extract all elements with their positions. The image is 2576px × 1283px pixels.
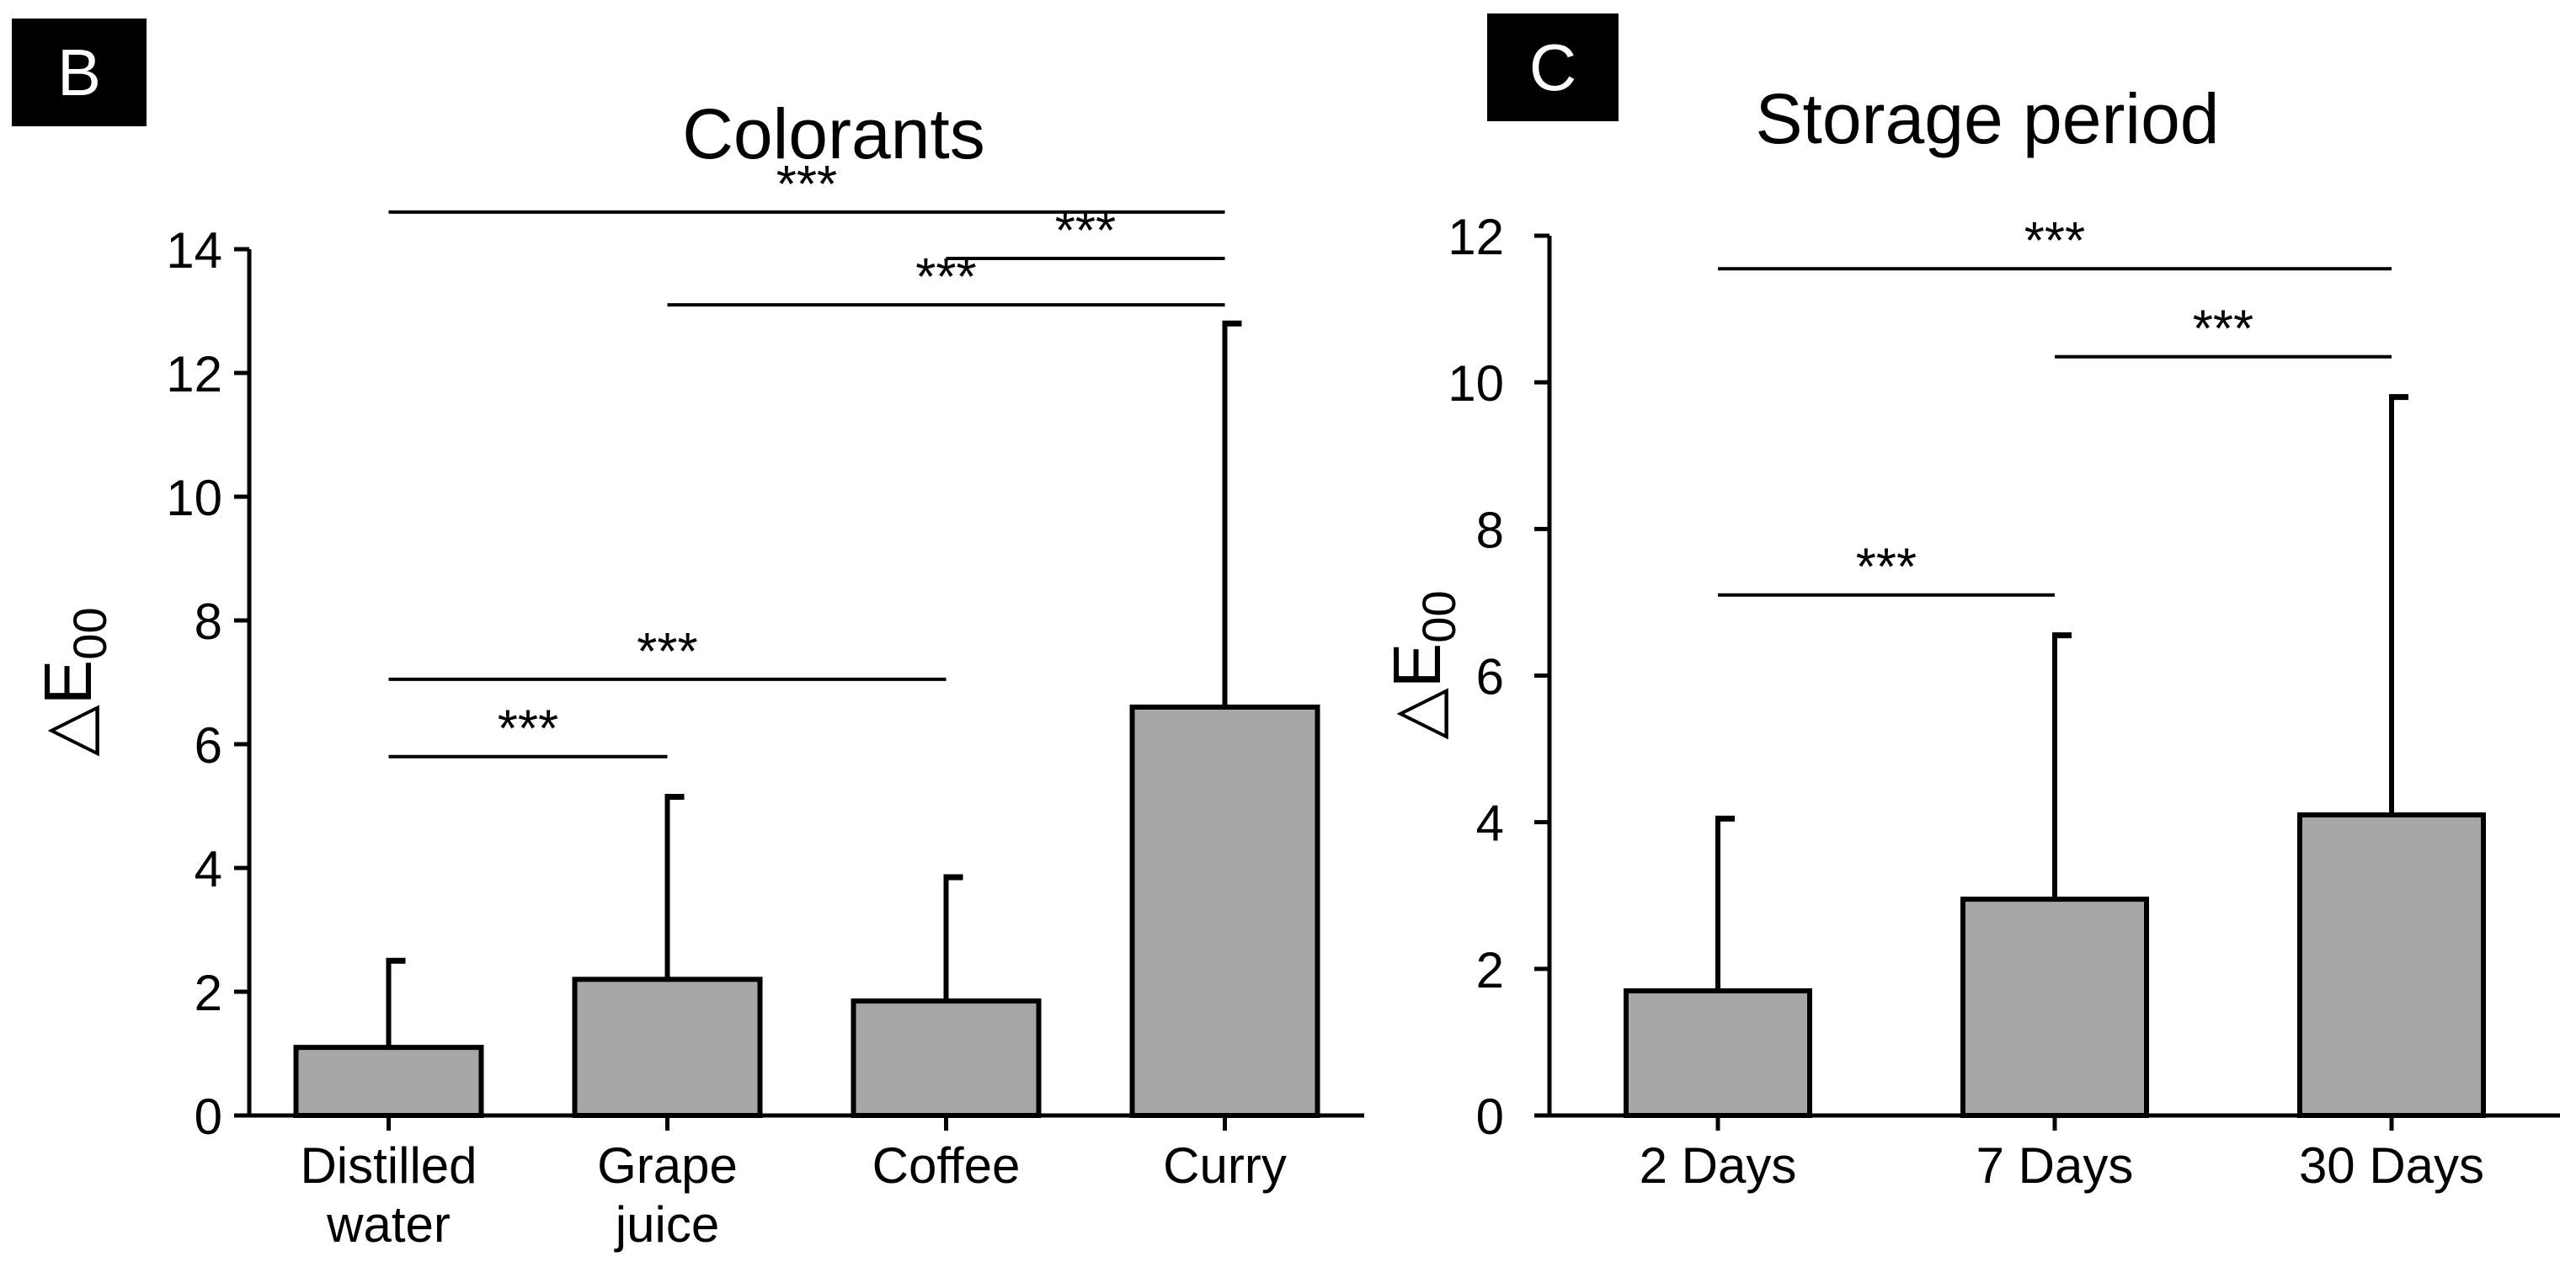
y-tick-label: 12	[166, 346, 222, 402]
category-label: 30 Days	[2299, 1137, 2484, 1194]
y-tick-label: 0	[195, 1089, 222, 1145]
category-label: juice	[614, 1196, 719, 1253]
category-label: Curry	[1163, 1137, 1287, 1194]
y-tick-label: 10	[1448, 355, 1504, 412]
panel-label-b: B	[12, 19, 147, 126]
y-tick-label: 2	[1476, 942, 1504, 998]
y-tick-label: 8	[195, 594, 222, 650]
chart-title: Storage period	[1755, 79, 2219, 158]
category-label: 2 Days	[1640, 1137, 1797, 1194]
y-tick-label: 10	[166, 470, 222, 526]
significance-label: ***	[2024, 212, 2085, 270]
panel-colorants: B Colorants △E00 0 2 4 6 8 10 12 14 Distilled water…	[12, 19, 1364, 1253]
significance-label: ***	[2193, 301, 2253, 359]
y-tick-label: 12	[1448, 209, 1504, 265]
significance-label: ***	[776, 156, 837, 214]
y-tick-label: 14	[166, 222, 222, 279]
y-tick-label: 4	[195, 841, 222, 897]
category-label: Distilled	[300, 1137, 477, 1194]
y-axis-label: △E00	[30, 607, 116, 756]
significance-label: ***	[637, 623, 697, 681]
bar	[1960, 897, 2149, 1118]
y-tick-label: 4	[1476, 796, 1504, 852]
y-tick-label: 0	[1476, 1089, 1504, 1145]
panel-storage-period: C Storage period △E00 0 2 4 6 8 10 12 2 Days 7 Day…	[1379, 0, 2576, 1283]
category-label: Grape	[597, 1137, 738, 1194]
bar	[1129, 704, 1320, 1119]
category-label: water	[326, 1196, 451, 1253]
y-axis-label: △E00	[1379, 590, 1465, 739]
category-label: 7 Days	[1976, 1137, 2134, 1194]
category-label: Coffee	[872, 1137, 1021, 1194]
bar	[2297, 812, 2486, 1118]
y-tick-label: 8	[1476, 502, 1504, 558]
chart-title: Colorants	[682, 94, 985, 173]
y-tick-label: 6	[195, 717, 222, 774]
chart-storage-period: Storage period △E00 0 2 4 6 8 10 12 2 Days 7 Days 3…	[1379, 79, 2560, 1194]
y-tick-label: 6	[1476, 649, 1504, 705]
bar	[1624, 988, 1812, 1119]
bar	[293, 1045, 484, 1119]
significance-label: ***	[1856, 539, 1917, 597]
bar	[572, 977, 763, 1119]
significance-label: ***	[498, 700, 558, 759]
bar	[851, 998, 1042, 1119]
panel-label-c: C	[1487, 13, 1619, 121]
y-tick-label: 2	[195, 965, 222, 1021]
